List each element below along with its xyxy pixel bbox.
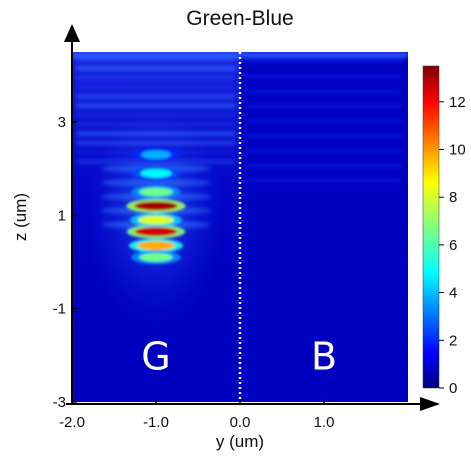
y-tick-label: -3: [53, 394, 66, 411]
interference-fringe: [246, 149, 402, 153]
colorbar-tick-label: 4: [449, 285, 457, 302]
y-tick-label: 1: [58, 207, 66, 224]
interference-fringe: [76, 85, 236, 89]
hotspot: [138, 215, 174, 225]
interference-fringe: [76, 103, 236, 108]
x-tick-label: 1.0: [314, 414, 335, 431]
region-label-g: G: [141, 334, 170, 378]
interference-fringe: [246, 134, 402, 138]
interference-fringe: [76, 57, 236, 61]
interference-fringe: [76, 131, 236, 136]
x-axis-label: y (um): [216, 432, 264, 451]
interference-fringe: [76, 94, 236, 99]
x-tick-label: 0.0: [230, 414, 251, 431]
hotspot: [134, 227, 178, 237]
interference-fringe: [246, 104, 402, 108]
y-axis-label: z (um): [11, 193, 30, 241]
interference-fringe: [246, 119, 402, 123]
y-tick-label: -1: [53, 301, 66, 318]
interference-fringe: [76, 66, 236, 71]
interference-fringe: [76, 113, 236, 117]
interference-fringe: [76, 122, 236, 127]
colorbar-tick-label: 0: [449, 380, 457, 397]
hotspot: [134, 201, 178, 211]
hotspot: [139, 187, 173, 197]
interference-fringe: [246, 164, 402, 168]
colorbar-tick-label: 12: [449, 94, 466, 111]
colorbar-tick-label: 6: [449, 237, 457, 254]
region-label-b: B: [311, 334, 337, 378]
hotspot: [139, 252, 173, 262]
colorbar-tick-label: 10: [449, 141, 466, 158]
x-axis-arrow-icon: [420, 397, 440, 411]
interference-fringe: [101, 178, 211, 187]
colorbar: [422, 65, 440, 389]
x-tick-label: -2.0: [59, 414, 85, 431]
interference-fringe: [246, 59, 402, 63]
y-axis-arrow-icon: [64, 24, 80, 42]
interference-fringe: [246, 74, 402, 78]
x-tick-label: -1.0: [143, 414, 169, 431]
interference-fringe: [246, 89, 402, 93]
interference-fringe: [246, 179, 402, 183]
hotspot: [141, 150, 171, 160]
colorbar-tick-label: 8: [449, 189, 457, 206]
y-tick-label: 3: [58, 114, 66, 131]
top-edge-band: [72, 52, 408, 58]
hotspot: [136, 241, 176, 251]
plot-area: [72, 52, 408, 402]
interference-fringe: [76, 75, 236, 80]
chart-title: Green-Blue: [186, 7, 293, 30]
hotspot: [140, 168, 172, 178]
colorbar-tick-label: 2: [449, 332, 457, 349]
interference-fringe: [76, 141, 236, 145]
